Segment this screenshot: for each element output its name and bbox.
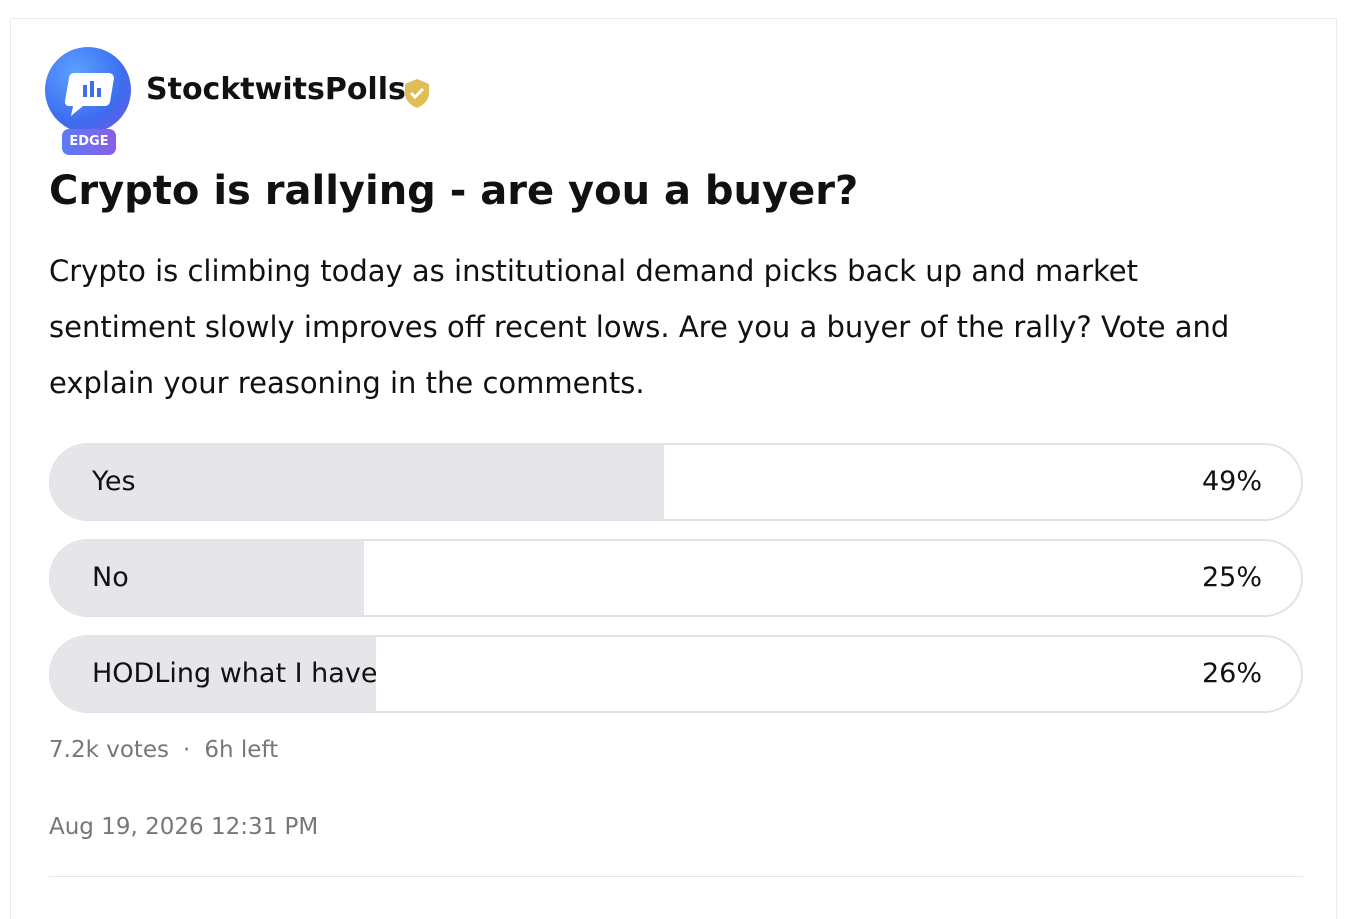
option-label: HODLing what I have: [92, 658, 378, 689]
author-name[interactable]: StocktwitsPolls: [146, 72, 406, 107]
edge-badge: EDGE: [62, 129, 116, 155]
option-percent: 49%: [1201, 466, 1262, 497]
time-left: 6h left: [204, 737, 279, 763]
vote-count: 7.2k votes: [49, 737, 170, 763]
result-bar: [51, 445, 664, 519]
option-label: Yes: [92, 466, 136, 497]
poll-option[interactable]: HODLing what I have 26%: [49, 635, 1303, 713]
divider: [49, 876, 1303, 877]
result-bar: [51, 637, 376, 711]
post-body: Crypto is climbing today as institutiona…: [49, 254, 1230, 400]
avatar-icon: [64, 73, 114, 116]
avatar[interactable]: [45, 47, 131, 133]
option-label: No: [92, 562, 129, 593]
poll-option[interactable]: No 25%: [49, 539, 1303, 617]
verified-badge: [405, 79, 429, 108]
post-title: Crypto is rallying - are you a buyer?: [49, 168, 859, 214]
poll-option[interactable]: Yes 49%: [49, 443, 1303, 521]
post-card: [10, 18, 1337, 919]
result-bar: [51, 541, 364, 615]
poll-meta: 7.2k votes 6h left: [49, 737, 278, 763]
page: EDGE StocktwitsPolls Crypto is rallying …: [10, 18, 1337, 919]
separator: [169, 737, 204, 763]
option-percent: 26%: [1201, 658, 1262, 689]
timestamp: Aug 19, 2026 12:31 PM: [49, 814, 319, 840]
option-percent: 25%: [1201, 562, 1262, 593]
